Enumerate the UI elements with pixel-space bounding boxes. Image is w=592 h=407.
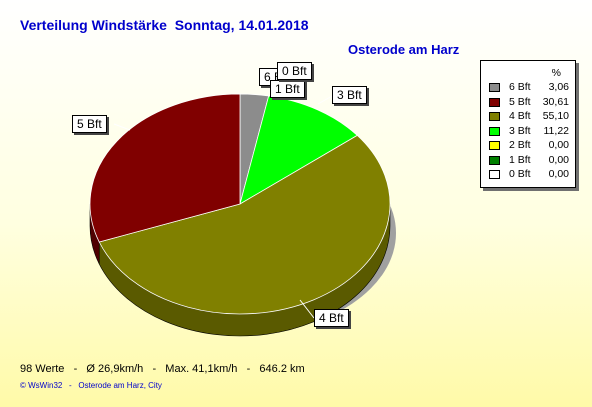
legend-label: 2 Bft	[509, 139, 531, 151]
leader-3-bft	[317, 95, 333, 105]
footer-credit: © WsWin32 - Osterode am Harz, City	[20, 381, 162, 390]
chart-title: Verteilung Windstärke Sonntag, 14.01.201…	[20, 17, 309, 33]
legend-swatch	[489, 83, 500, 92]
legend-value: 11,22	[543, 124, 570, 137]
legend-value: 0,00	[548, 153, 569, 166]
legend-swatch	[489, 155, 500, 165]
callout-leaders	[113, 95, 333, 319]
legend-label: 1 Bft	[509, 153, 531, 166]
legend-label: 0 Bft	[509, 168, 531, 180]
legend-swatch	[489, 112, 500, 121]
leader-4-bft	[299, 299, 315, 319]
legend: % 6 Bft 3,06 5 Bft 30,61 4 Bft 55,10 3 Bft 11,2…	[480, 60, 576, 188]
legend-item: 1 Bft 0,00	[487, 154, 569, 167]
legend-swatch	[489, 97, 500, 107]
legend-swatch	[489, 126, 500, 136]
legend-label: 3 Bft	[509, 124, 531, 137]
callout-4-bft: 4 Bft	[314, 309, 349, 327]
location-label: Osterode am Harz	[348, 42, 460, 57]
legend-item: 3 Bft 11,22	[487, 125, 569, 138]
pie-slice-4-bft	[98, 134, 391, 315]
legend-unit: %	[551, 67, 561, 79]
legend-item: 2 Bft 0,00	[487, 139, 569, 152]
legend-value: 0,00	[548, 168, 569, 180]
legend-swatch	[489, 141, 500, 150]
callout-0-bft: 0 Bft	[277, 62, 312, 80]
legend-label: 5 Bft	[509, 95, 531, 108]
footer-stats: 98 Werte - Ø 26,9km/h - Max. 41,1km/h - …	[20, 363, 305, 375]
legend-label: 6 Bft	[509, 81, 531, 93]
legend-value: 0,00	[548, 139, 569, 151]
legend-value: 3,06	[548, 81, 569, 93]
leader-5-bft	[113, 123, 131, 131]
legend-swatch	[489, 170, 500, 179]
callout-5-bft: 5 Bft	[72, 115, 107, 133]
legend-item: 5 Bft 30,61	[487, 96, 569, 109]
pie-slice-5-bft	[89, 93, 241, 243]
callout-3-bft: 3 Bft	[332, 86, 367, 104]
legend-item: 6 Bft 3,06	[487, 81, 569, 94]
legend-label: 4 Bft	[509, 110, 531, 122]
callout-1-bft: 1 Bft	[270, 80, 305, 98]
legend-value: 30,61	[542, 95, 569, 108]
legend-item: 4 Bft 55,10	[487, 110, 569, 123]
legend-item: 0 Bft 0,00	[487, 168, 569, 181]
legend-value: 55,10	[542, 110, 569, 122]
pie-top	[89, 93, 391, 315]
